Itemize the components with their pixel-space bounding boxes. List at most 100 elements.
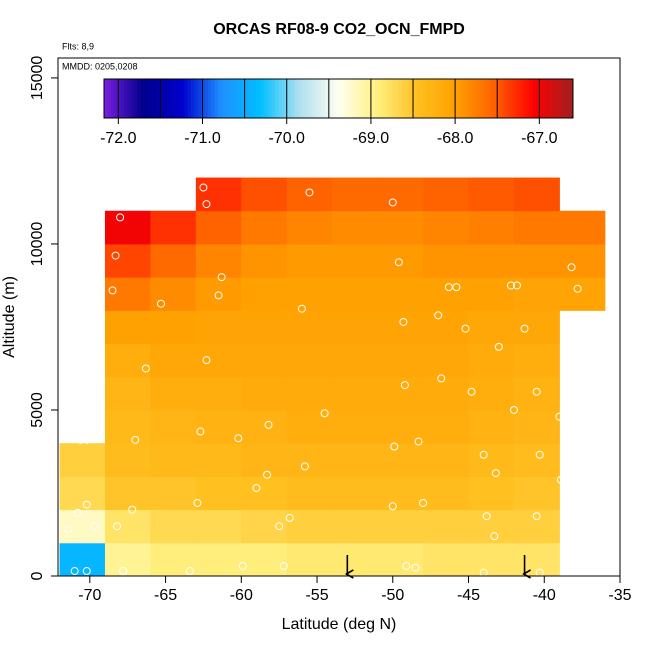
heat-cell (332, 343, 379, 378)
heat-cell (150, 210, 197, 245)
colorbar-swatch (227, 79, 232, 118)
sample-points (64, 151, 620, 576)
colorbar-swatch (495, 79, 500, 118)
colorbar-swatch (187, 79, 192, 118)
sample-point (116, 213, 125, 222)
colorbar-swatch (238, 79, 242, 118)
heat-cell (195, 277, 242, 311)
colorbar-swatch (556, 79, 560, 118)
heat-cell (332, 509, 379, 544)
heat-cell (286, 343, 333, 378)
heat-cell (513, 376, 560, 411)
sample-point (482, 512, 491, 521)
sample-point (320, 409, 329, 418)
colorbar-swatch (522, 79, 527, 118)
sample-point (512, 281, 521, 290)
heat-cell (104, 243, 151, 278)
sample-point (400, 381, 409, 390)
colorbar-swatch (385, 79, 390, 118)
sample-point (279, 562, 288, 571)
sample-point (108, 286, 117, 295)
colorbar-swatch (211, 79, 215, 118)
heat-cell (195, 443, 242, 477)
heat-cell (104, 376, 151, 411)
colorbar-swatch (449, 79, 453, 118)
colorbar-swatch (375, 79, 380, 118)
colorbar-swatch (546, 79, 550, 118)
heat-cell (104, 476, 151, 511)
heat-cell (332, 443, 379, 477)
heat-cell (332, 476, 379, 511)
sample-point (402, 562, 411, 571)
colorbar-swatch (526, 79, 530, 118)
colorbar-swatch (268, 79, 272, 118)
heat-cell (286, 277, 333, 311)
colorbar-swatch (519, 79, 524, 118)
heat-cell (377, 542, 424, 576)
colorbar-swatch (117, 79, 122, 118)
heat-cell (513, 343, 560, 378)
heat-cell (332, 210, 379, 245)
heat-cell (513, 443, 560, 477)
heat-cell (468, 177, 515, 212)
colorbar-swatch (418, 79, 423, 118)
sample-point (388, 502, 397, 511)
colorbar-swatch (506, 79, 510, 118)
colorbar-swatch (509, 79, 514, 118)
sample-point (70, 567, 79, 576)
heat-cell (286, 243, 333, 278)
colorbar-swatch (204, 79, 209, 118)
heat-cell (377, 376, 424, 411)
colorbar-swatch (479, 79, 483, 118)
colorbar-swatch (177, 79, 182, 118)
colorbar-swatch (271, 79, 276, 118)
heat-cell (468, 277, 515, 311)
heat-cell (286, 476, 333, 511)
heat-cell (286, 542, 333, 576)
colorbar-swatch (140, 79, 145, 118)
heat-cell (468, 243, 515, 278)
heat-cell (195, 509, 242, 544)
colorbar-swatch (348, 79, 353, 118)
heat-cell (195, 310, 242, 345)
x-tick-label: -65 (154, 587, 177, 604)
colorbar-swatch (120, 79, 125, 118)
heat-cell (241, 343, 288, 378)
heat-cell (286, 177, 333, 212)
heat-cell (332, 243, 379, 278)
sample-point (616, 151, 620, 160)
heat-cell (423, 443, 470, 477)
colorbar-swatch (512, 79, 517, 118)
colorbar-swatch (114, 79, 118, 118)
colorbar-swatch (231, 79, 236, 118)
heat-cell (241, 509, 288, 544)
colorbar-swatch (378, 79, 383, 118)
colorbar-swatch (549, 79, 554, 118)
sample-point (264, 420, 273, 429)
colorbar-swatch (341, 79, 346, 118)
colorbar-swatch (552, 79, 557, 118)
heatmap (59, 177, 606, 576)
colorbar-swatch (207, 79, 212, 118)
colorbar-swatch (455, 79, 460, 118)
heat-cell (513, 210, 560, 245)
sample-point (532, 512, 541, 521)
colorbar-swatch (157, 79, 162, 118)
colorbar-swatch (345, 79, 349, 118)
colorbar-swatch (261, 79, 266, 118)
heat-cell (332, 409, 379, 444)
sample-point (300, 462, 309, 471)
colorbar-swatch (184, 79, 189, 118)
sample-point (217, 273, 226, 282)
heat-cell (423, 310, 470, 345)
colorbar-swatch (532, 79, 537, 118)
heat-cell (377, 210, 424, 245)
colorbar-swatch (492, 79, 497, 118)
heat-cell (332, 542, 379, 576)
colorbar-swatch (221, 79, 225, 118)
colorbar-swatch (130, 79, 135, 118)
heat-cell (377, 443, 424, 477)
heat-cell (104, 210, 151, 245)
sample-point (128, 505, 137, 514)
heat-cell (377, 409, 424, 444)
